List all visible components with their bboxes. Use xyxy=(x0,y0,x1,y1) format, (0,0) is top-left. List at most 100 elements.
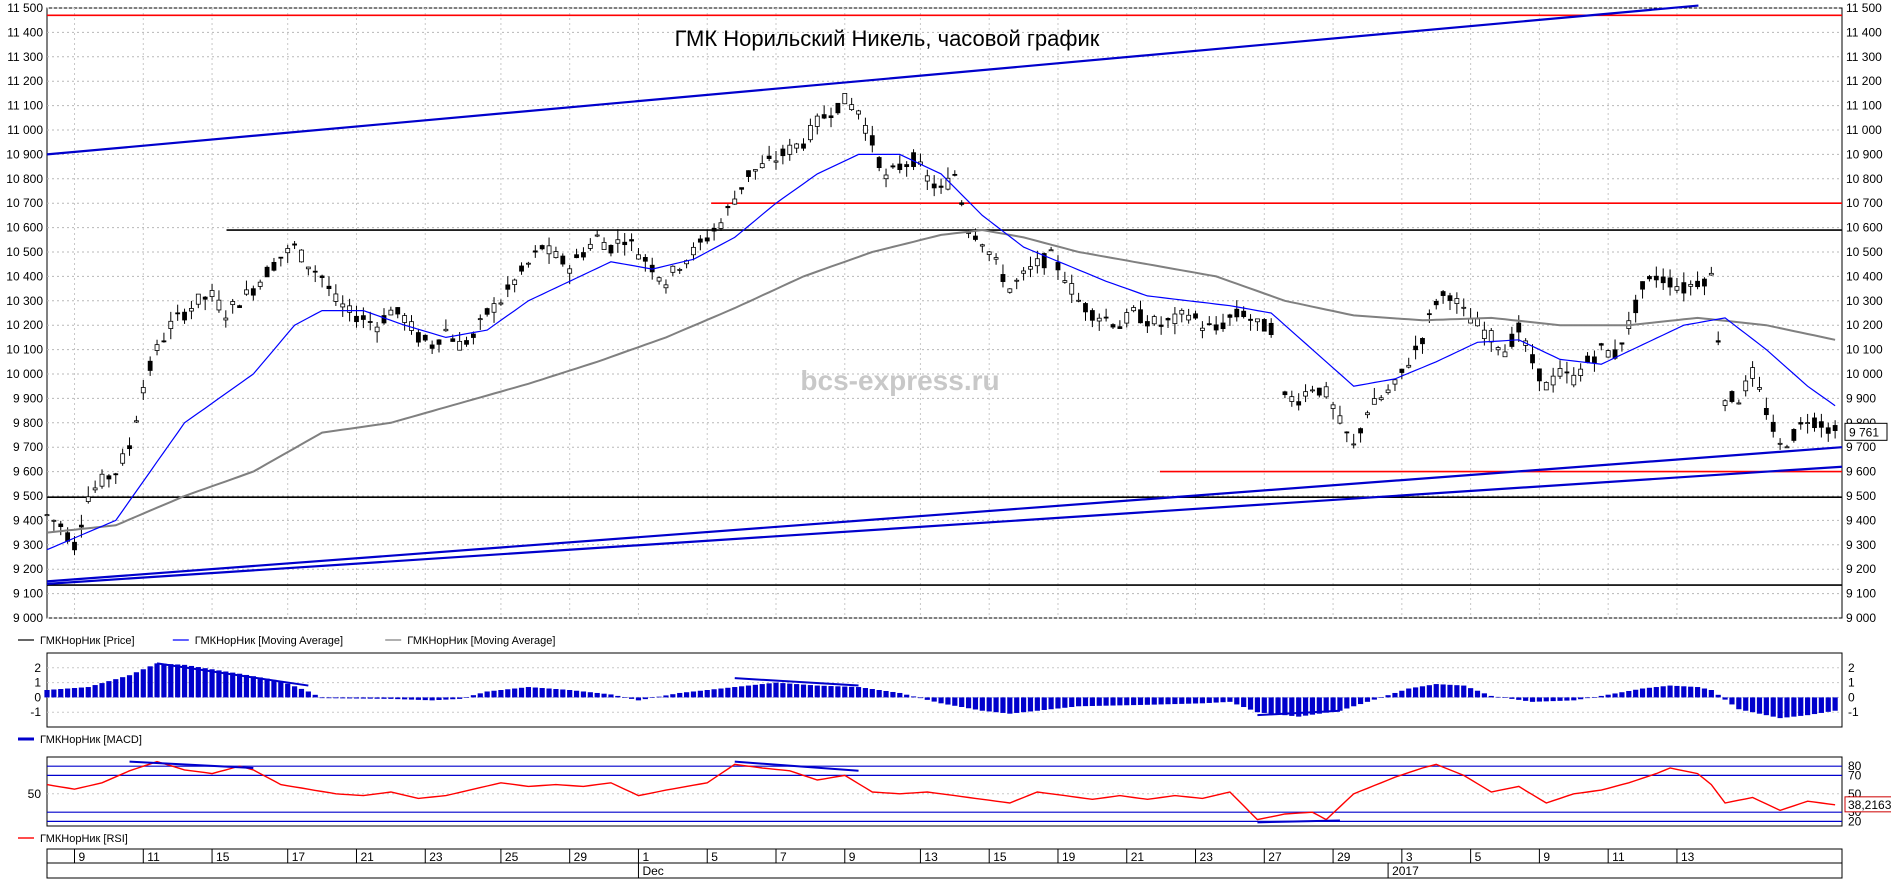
macd-bar xyxy=(243,674,250,698)
candle-body xyxy=(594,234,600,237)
macd-tick-label-left: 1 xyxy=(34,676,41,690)
macd-bar xyxy=(1316,697,1322,714)
candle-body xyxy=(1392,379,1398,385)
date-label: 23 xyxy=(429,850,443,864)
macd-bar xyxy=(1543,697,1549,702)
macd-bar xyxy=(1619,692,1625,698)
macd-bar xyxy=(1069,697,1075,708)
price-tick-label-left: 9 400 xyxy=(13,513,43,527)
candle-body xyxy=(890,165,896,168)
candle-body xyxy=(1103,316,1109,319)
price-tick-label-left: 9 900 xyxy=(13,391,43,405)
ma-slow-line xyxy=(46,228,1836,534)
macd-bar xyxy=(628,697,635,699)
candle-body xyxy=(973,235,978,240)
candle-body xyxy=(1777,442,1783,445)
macd-bar xyxy=(601,693,607,698)
macd-bar xyxy=(1082,697,1089,707)
macd-bar xyxy=(1509,697,1515,699)
macd-bar xyxy=(1192,697,1199,704)
candle-body xyxy=(1200,327,1205,331)
macd-bar xyxy=(1447,684,1453,698)
macd-bar xyxy=(670,694,676,698)
macd-bar xyxy=(347,697,353,699)
trend-line xyxy=(46,4,1699,156)
date-label: 15 xyxy=(993,850,1007,864)
candle-body xyxy=(1365,412,1370,416)
candle-body xyxy=(209,290,215,297)
macd-bar xyxy=(1351,697,1357,707)
candle-body xyxy=(1268,322,1274,336)
macd-bar xyxy=(408,697,415,700)
candle-body xyxy=(1241,310,1247,317)
macd-legend-label: ГМКНорНик [MACD] xyxy=(40,734,142,746)
macd-bar xyxy=(44,690,50,698)
price-tick-label-left: 10 700 xyxy=(6,196,43,210)
candle-body xyxy=(1303,391,1308,397)
price-tick-label-right: 9 100 xyxy=(1846,587,1876,601)
macd-bar xyxy=(718,688,724,698)
macd-bar xyxy=(1392,692,1398,698)
candle-body xyxy=(828,115,834,119)
date-label: 27 xyxy=(1268,850,1282,864)
macd-bar xyxy=(642,697,648,700)
candle-body xyxy=(1530,354,1535,364)
trend-line xyxy=(46,465,1843,585)
price-tick-label-left: 9 300 xyxy=(13,538,43,552)
macd-bar xyxy=(1770,697,1776,717)
candle-body xyxy=(230,301,236,305)
macd-bar xyxy=(1014,697,1020,713)
macd-bar xyxy=(1729,697,1735,705)
macd-bar xyxy=(560,689,566,698)
price-tick-label-right: 9 000 xyxy=(1846,611,1876,625)
candle-body xyxy=(271,261,277,271)
candle-body xyxy=(464,340,469,345)
macd-bar xyxy=(443,697,449,700)
price-tick-label-left: 9 000 xyxy=(13,611,43,625)
date-label: 5 xyxy=(711,850,718,864)
macd-bar xyxy=(175,664,181,698)
candle-body xyxy=(1316,387,1322,396)
macd-bar xyxy=(236,673,243,698)
macd-bar xyxy=(780,683,786,698)
candle-body xyxy=(863,125,868,134)
rsi-last-label: 38,2163 xyxy=(1848,798,1891,812)
macd-bar xyxy=(1626,690,1632,698)
macd-tick-label-right: 1 xyxy=(1848,676,1855,690)
candle-body xyxy=(1502,351,1508,358)
candle-body xyxy=(636,254,641,260)
macd-divergence-line xyxy=(156,662,309,687)
macd-bar xyxy=(291,686,298,698)
macd-bar xyxy=(1591,697,1598,698)
candle-body xyxy=(1378,397,1384,401)
candle-body xyxy=(92,487,98,491)
candle-body xyxy=(1784,446,1790,449)
candle-body xyxy=(1144,321,1150,327)
macd-bar xyxy=(298,688,305,698)
macd-bar xyxy=(1048,697,1054,710)
price-tick-label-right: 10 400 xyxy=(1846,269,1883,283)
candle-body xyxy=(216,299,222,311)
candle-body xyxy=(1227,314,1233,318)
candle-body xyxy=(794,143,800,149)
candle-body xyxy=(773,160,779,163)
macd-bar xyxy=(745,685,752,698)
macd-bar xyxy=(766,683,772,698)
macd-bar xyxy=(649,697,655,698)
macd-bar xyxy=(931,697,937,702)
candle-body xyxy=(691,246,696,256)
macd-bar xyxy=(1419,686,1426,698)
macd-bar xyxy=(388,697,394,699)
candle-body xyxy=(1688,283,1694,287)
candle-body xyxy=(725,206,731,209)
macd-bar xyxy=(1234,697,1240,705)
price-tick-label-left: 11 200 xyxy=(7,74,43,88)
macd-bar xyxy=(1454,685,1460,698)
candle-body xyxy=(835,102,841,114)
macd-bar xyxy=(1784,697,1790,718)
macd-bar xyxy=(1756,697,1763,714)
macd-bar xyxy=(1777,697,1783,719)
macd-bar xyxy=(1096,697,1102,706)
macd-bar xyxy=(1598,695,1604,698)
macd-bar xyxy=(1034,697,1040,711)
